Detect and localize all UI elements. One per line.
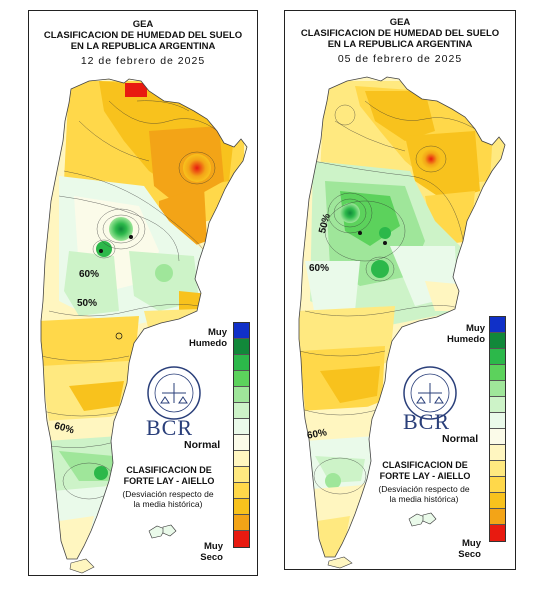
legend-color-scale (233, 322, 250, 548)
map-panel-feb-05: GEA CLASIFICACION DE HUMEDAD DEL SUELO E… (284, 10, 516, 570)
classification-title: CLASIFICACION DE FORTE LAY - AIELLO (379, 460, 471, 481)
bcr-logo-text: BCR (146, 415, 194, 440)
legend-swatch (490, 429, 505, 445)
legend-swatch (490, 461, 505, 477)
legend-label-muy-humedo: Muy Humedo (447, 323, 485, 345)
legend-swatch (490, 413, 505, 429)
map-subtitle: EN LA REPUBLICA ARGENTINA (327, 39, 473, 50)
map-title: CLASIFICACION DE HUMEDAD DEL SUELO (300, 28, 500, 39)
isoline-label: 60% (79, 269, 100, 280)
legend-label-normal: Normal (442, 433, 479, 445)
legend-swatch (490, 477, 505, 493)
isoline-label: 60% (309, 263, 330, 274)
legend-swatch (490, 509, 505, 525)
legend-swatch (234, 387, 249, 403)
map-panel-feb-12: GEA CLASIFICACION DE HUMEDAD DEL SUELO E… (28, 10, 258, 576)
legend-label-muy-seco: Muy Seco (458, 538, 481, 560)
legend-label-muy-humedo: Muy Humedo (189, 327, 227, 349)
classification-title: CLASIFICACION DE FORTE LAY - AIELLO (123, 465, 215, 486)
legend-swatch (234, 467, 249, 483)
legend-swatch (234, 435, 249, 451)
classification-note: (Desviación respecto de la media históric… (378, 484, 470, 504)
map-title: CLASIFICACION DE HUMEDAD DEL SUELO (43, 30, 243, 41)
legend-swatch (234, 499, 249, 515)
map-header-agency: GEA (132, 19, 154, 30)
legend-swatch (490, 445, 505, 461)
legend-swatch (234, 419, 249, 435)
legend-swatch (234, 451, 249, 467)
isoline-label: 50% (77, 298, 98, 309)
legend-swatch (490, 365, 505, 381)
map-date: 12 de febrero de 2025 (80, 55, 206, 67)
legend-swatch (234, 403, 249, 419)
legend-swatch (490, 493, 505, 509)
legend-swatch (234, 339, 249, 355)
legend-swatch (490, 349, 505, 365)
legend-swatch (234, 531, 249, 547)
legend-swatch (490, 317, 505, 333)
legend-swatch (234, 371, 249, 387)
map-header-agency: GEA (389, 17, 411, 28)
legend-swatch (234, 323, 249, 339)
legend-swatch (490, 333, 505, 349)
map-date: 05 de febrero de 2025 (337, 53, 463, 65)
legend-swatch (490, 381, 505, 397)
legend-swatch (234, 355, 249, 371)
legend-swatch (490, 397, 505, 413)
legend-swatch (234, 483, 249, 499)
legend-label-muy-seco: Muy Seco (200, 541, 223, 563)
argentina-soil-moisture-map (40, 78, 248, 574)
map-subtitle: EN LA REPUBLICA ARGENTINA (70, 41, 216, 52)
bcr-logo-text: BCR (403, 409, 451, 434)
bcr-seal-icon (147, 366, 201, 420)
legend-swatch (490, 525, 505, 541)
bcr-seal-icon (403, 366, 457, 420)
legend-color-scale (489, 316, 506, 542)
legend-label-normal: Normal (184, 439, 221, 451)
argentina-soil-moisture-map (298, 76, 506, 569)
legend-swatch (234, 515, 249, 531)
classification-note: (Desviación respecto de la media históric… (122, 489, 214, 509)
